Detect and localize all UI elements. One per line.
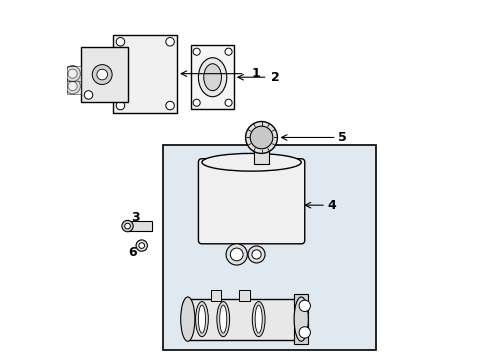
Text: 2: 2 (270, 71, 279, 84)
Ellipse shape (65, 66, 80, 81)
Ellipse shape (84, 91, 93, 99)
FancyBboxPatch shape (198, 159, 304, 244)
Ellipse shape (299, 300, 310, 311)
Ellipse shape (219, 305, 226, 333)
Ellipse shape (203, 64, 221, 91)
Ellipse shape (181, 297, 195, 341)
Ellipse shape (251, 250, 261, 259)
Ellipse shape (198, 305, 205, 333)
Ellipse shape (225, 244, 247, 265)
Ellipse shape (68, 81, 77, 91)
Ellipse shape (293, 297, 307, 341)
Ellipse shape (68, 69, 77, 78)
Ellipse shape (165, 101, 174, 110)
Ellipse shape (139, 243, 144, 248)
Ellipse shape (92, 65, 112, 85)
Text: 1: 1 (251, 67, 260, 80)
Bar (81, 47, 127, 102)
Ellipse shape (116, 101, 124, 110)
Text: 4: 4 (327, 199, 336, 212)
Ellipse shape (116, 37, 124, 46)
Bar (66, 66, 81, 81)
Text: 3: 3 (131, 211, 140, 224)
Text: 6: 6 (128, 246, 137, 259)
Bar (254, 150, 268, 164)
Bar (163, 145, 375, 350)
Ellipse shape (230, 248, 243, 261)
Bar (127, 221, 152, 231)
Ellipse shape (136, 240, 147, 251)
Ellipse shape (216, 302, 229, 337)
Bar (113, 35, 177, 113)
Bar (202, 214, 301, 222)
Ellipse shape (65, 78, 80, 94)
Ellipse shape (245, 122, 277, 153)
Bar (210, 290, 221, 301)
Ellipse shape (202, 153, 301, 171)
Bar (66, 78, 81, 94)
Ellipse shape (247, 246, 264, 263)
Ellipse shape (193, 48, 200, 55)
Bar (191, 45, 233, 109)
Ellipse shape (224, 99, 232, 106)
Ellipse shape (195, 302, 208, 337)
Ellipse shape (224, 48, 232, 55)
Ellipse shape (124, 223, 130, 229)
Ellipse shape (250, 126, 272, 149)
Bar (187, 299, 301, 339)
Ellipse shape (97, 69, 107, 80)
Ellipse shape (255, 305, 262, 333)
Ellipse shape (193, 99, 200, 106)
Ellipse shape (198, 58, 226, 97)
Ellipse shape (252, 302, 264, 337)
Text: 5: 5 (338, 131, 346, 144)
Ellipse shape (165, 37, 174, 46)
Bar (239, 290, 249, 301)
Ellipse shape (299, 327, 310, 338)
Bar (293, 294, 307, 344)
Ellipse shape (122, 220, 133, 232)
